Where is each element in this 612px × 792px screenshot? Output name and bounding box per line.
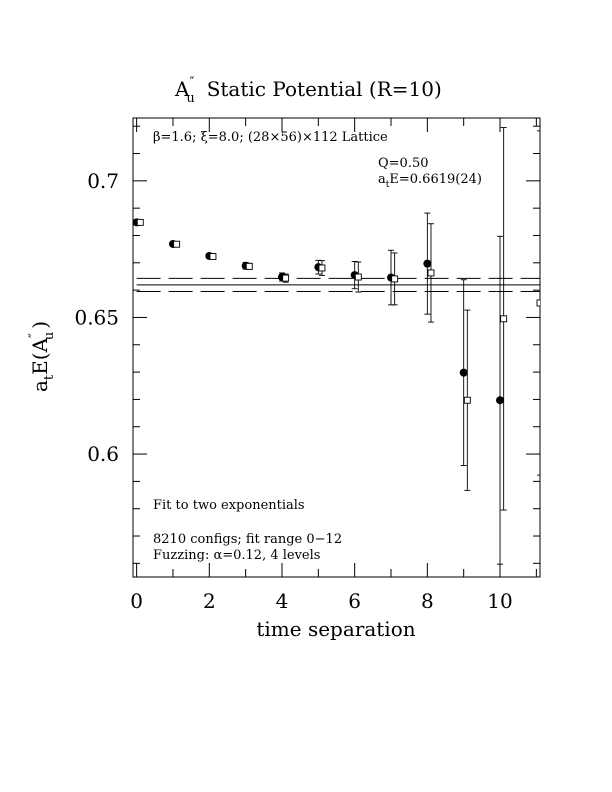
data-point: [496, 235, 505, 565]
q-annotation: Q=0.50: [378, 156, 429, 171]
x-tick-label: 2: [203, 589, 216, 613]
open-square-marker: [536, 299, 540, 307]
fit-band: [136, 277, 540, 292]
data-point: [463, 309, 471, 491]
x-tick-label: 10: [487, 589, 512, 613]
data-point: [282, 273, 290, 283]
energy-annotation: atE=0.6619(24): [378, 172, 482, 190]
open-square-marker: [136, 218, 144, 226]
data-point: [500, 127, 508, 511]
open-square-marker: [463, 396, 471, 404]
open-square-marker: [245, 262, 253, 270]
y-tick-label: 0.7: [87, 169, 119, 193]
filled-circle-marker: [423, 259, 432, 268]
open-square-marker: [500, 315, 508, 323]
data-point: [536, 130, 540, 476]
axis-ticks: [133, 118, 540, 577]
x-axis-label: time separation: [256, 617, 415, 641]
data-point: [318, 260, 326, 276]
data-point: [354, 261, 362, 293]
open-square-marker: [282, 274, 290, 282]
y-tick-labels: 0.6 0.65 0.7: [74, 169, 119, 466]
data-point: [209, 253, 217, 260]
chart-title: A″ u Static Potential (R=10): [174, 75, 442, 106]
filled-circle-marker: [459, 368, 468, 377]
data-point: [391, 252, 399, 306]
open-square-marker: [354, 273, 362, 281]
data-marks: [133, 127, 540, 565]
y-axis-label: atE(A″u): [27, 321, 57, 392]
fuzzing-annotation: Fuzzing: α=0.12, 4 levels: [153, 548, 320, 563]
x-tick-label: 0: [130, 589, 143, 613]
x-tick-label: 4: [276, 589, 289, 613]
x-tick-label: 8: [421, 589, 434, 613]
data-point: [423, 212, 432, 315]
y-tick-label: 0.6: [87, 442, 119, 466]
configs-annotation: 8210 configs; fit range 0−12: [153, 532, 342, 547]
open-square-marker: [427, 269, 435, 277]
open-square-marker: [391, 275, 399, 283]
open-square-marker: [209, 253, 217, 260]
filled-circle-marker: [496, 396, 505, 405]
data-point: [459, 279, 468, 466]
x-tick-label: 6: [348, 589, 361, 613]
open-square-marker: [173, 240, 181, 248]
x-tick-labels: 0 2 4 6 8 10: [130, 589, 512, 613]
data-point: [136, 218, 144, 226]
data-point: [245, 262, 253, 270]
data-point: [427, 223, 435, 323]
y-tick-label: 0.65: [74, 305, 119, 329]
fit-annotation: Fit to two exponentials: [153, 498, 305, 513]
data-point: [173, 240, 181, 248]
open-square-marker: [318, 264, 326, 272]
lattice-annotation: β=1.6; ξ=8.0; (28×56)×112 Lattice: [153, 130, 388, 145]
